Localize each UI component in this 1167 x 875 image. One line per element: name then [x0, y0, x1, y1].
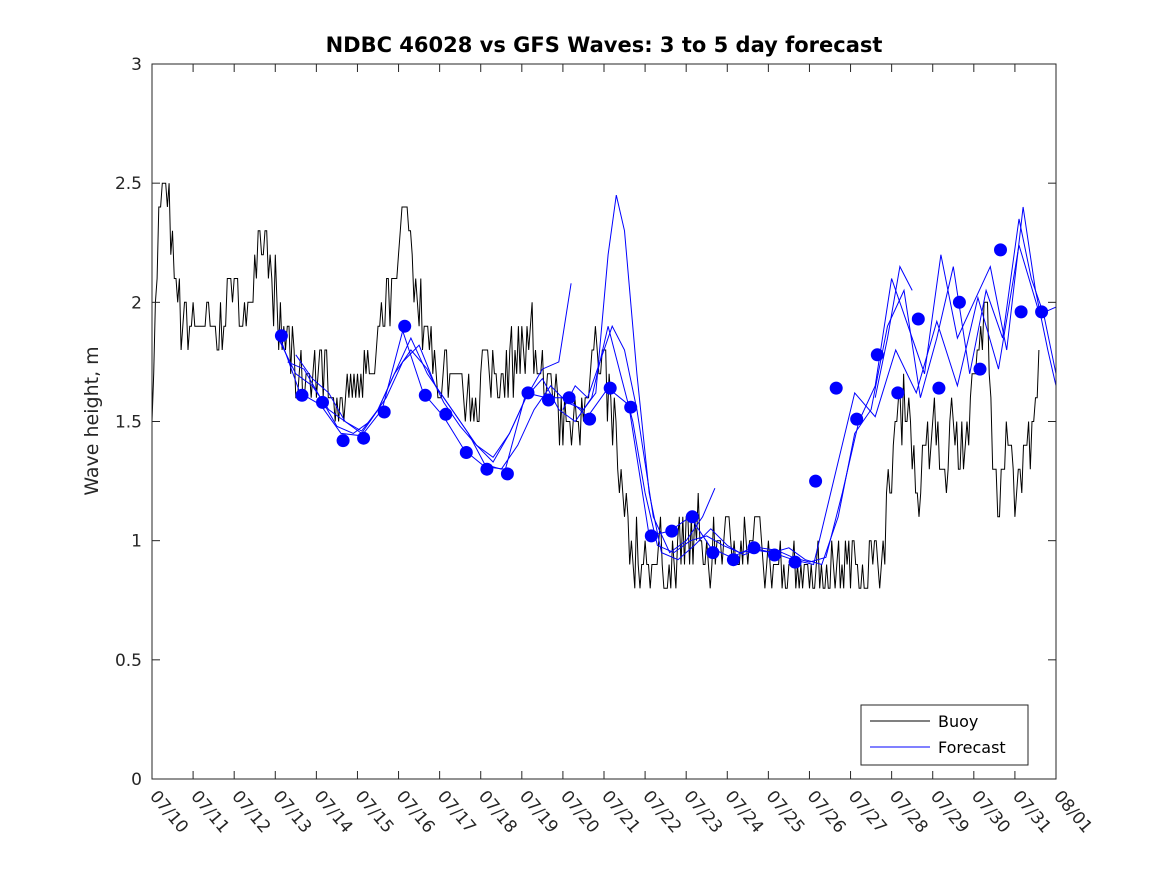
forecast-point: [336, 434, 350, 448]
forecast-point: [706, 546, 720, 560]
forecast-point: [665, 524, 679, 538]
forecast-point: [583, 412, 597, 426]
forecast-point: [459, 446, 473, 459]
legend-box: [860, 704, 1029, 766]
legend: Buoy Forecast: [860, 704, 1029, 766]
forecast-point: [973, 362, 987, 376]
forecast-point: [500, 467, 514, 481]
forecast-point: [562, 391, 576, 405]
forecast-point: [603, 381, 617, 395]
forecast-series-line-6: [874, 265, 913, 398]
forecast-point: [418, 388, 432, 402]
forecast-point: [439, 407, 453, 421]
forecast-point: [274, 329, 288, 343]
plot-background: [152, 64, 1056, 779]
y-tick-label: 2.5: [115, 174, 142, 194]
forecast-point: [316, 395, 329, 409]
forecast-point: [726, 553, 740, 567]
forecast-point: [911, 312, 925, 326]
y-tick-label: 2: [131, 293, 142, 313]
forecast-series-line-3: [287, 194, 1057, 563]
forecast-point: [644, 529, 658, 543]
chart-title: NDBC 46028 vs GFS Waves: 3 to 5 day fore…: [326, 33, 883, 57]
y-tick-label: 3: [131, 55, 142, 75]
y-tick-label: 1: [131, 532, 142, 552]
forecast-point: [521, 386, 535, 400]
forecast-point: [1014, 305, 1028, 319]
forecast-series-line-2: [278, 218, 1057, 566]
forecast-point: [870, 348, 884, 362]
forecast-point: [809, 474, 823, 488]
forecast-point: [624, 400, 638, 414]
forecast-point: [480, 462, 494, 476]
forecast-point: [542, 393, 555, 407]
forecast-point: [747, 541, 761, 555]
y-tick-label: 0: [131, 770, 142, 790]
forecast-series-line-5: [562, 324, 716, 554]
legend-label-forecast: Forecast: [938, 738, 1006, 757]
forecast-point: [685, 510, 699, 524]
forecast-point: [850, 412, 864, 426]
forecast-point: [768, 548, 781, 562]
buoy-series-line: [151, 182, 1040, 589]
forecast-point: [932, 381, 946, 395]
forecast-point: [891, 386, 905, 400]
legend-label-buoy: Buoy: [938, 712, 978, 731]
forecast-point: [377, 405, 391, 419]
y-tick-label: 1.5: [115, 413, 142, 433]
forecast-point: [829, 381, 843, 395]
forecast-points-layer: [274, 243, 1049, 569]
forecast-point: [994, 243, 1007, 257]
forecast-point: [1035, 305, 1049, 319]
forecast-point: [295, 388, 309, 402]
forecast-point: [357, 431, 371, 445]
y-tick-label: 0.5: [115, 651, 142, 671]
forecast-point: [952, 295, 966, 309]
forecast-point: [398, 319, 412, 333]
plot-area: [151, 63, 1057, 780]
forecast-point: [788, 555, 802, 569]
y-axis-label: Wave height, m: [81, 346, 103, 495]
